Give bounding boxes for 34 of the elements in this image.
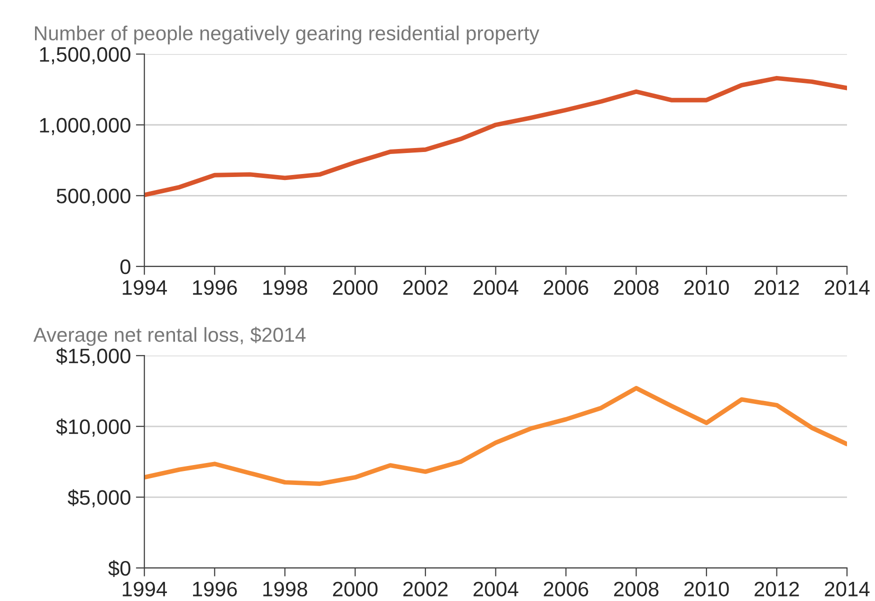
line-series [144, 386, 847, 486]
y-tick-label: 1,000,000 [40, 118, 130, 136]
x-tick-label: 2008 [614, 280, 658, 295]
x-tick-label: 1996 [193, 582, 237, 596]
x-tick-label: 1994 [122, 582, 167, 596]
x-tick-label: 1996 [193, 280, 237, 295]
x-tick-label: 2012 [754, 582, 799, 596]
line-series [144, 76, 847, 198]
x-tick-label: 2000 [333, 280, 378, 295]
x-tick-label: 1994 [122, 280, 167, 295]
x-tick-label: 2010 [684, 582, 729, 596]
x-tick-label: 2014 [824, 582, 870, 596]
y-tick-label: 500,000 [56, 188, 130, 206]
x-tick-label: 2014 [824, 280, 870, 295]
y-tick-label: 1,500,000 [40, 47, 130, 64]
x-tick-label: 2006 [544, 280, 588, 295]
x-tick-label: 2002 [403, 582, 448, 596]
x-tick-label: 2006 [544, 582, 588, 596]
y-tick-label: $0 [108, 560, 130, 577]
x-tick-label: 2004 [474, 280, 518, 295]
x-tick-label: 2012 [754, 280, 799, 295]
y-tick-label: $5,000 [68, 489, 130, 508]
x-tick-label: 1998 [263, 582, 308, 596]
x-tick-label: 2000 [333, 582, 378, 596]
x-tick-label: 2010 [684, 280, 729, 295]
x-tick-label: 2004 [474, 582, 518, 596]
x-tick-label: 2008 [614, 582, 658, 596]
chart-title: Number of people negatively gearing residential property [35, 26, 540, 44]
y-tick-label: $10,000 [56, 418, 130, 437]
y-tick-label: 0 [120, 259, 130, 274]
chart-title: Average net rental loss, $2014 [33, 326, 306, 346]
x-tick-label: 2002 [403, 280, 448, 295]
y-tick-label: $15,000 [56, 348, 130, 366]
x-tick-label: 1998 [263, 280, 308, 295]
